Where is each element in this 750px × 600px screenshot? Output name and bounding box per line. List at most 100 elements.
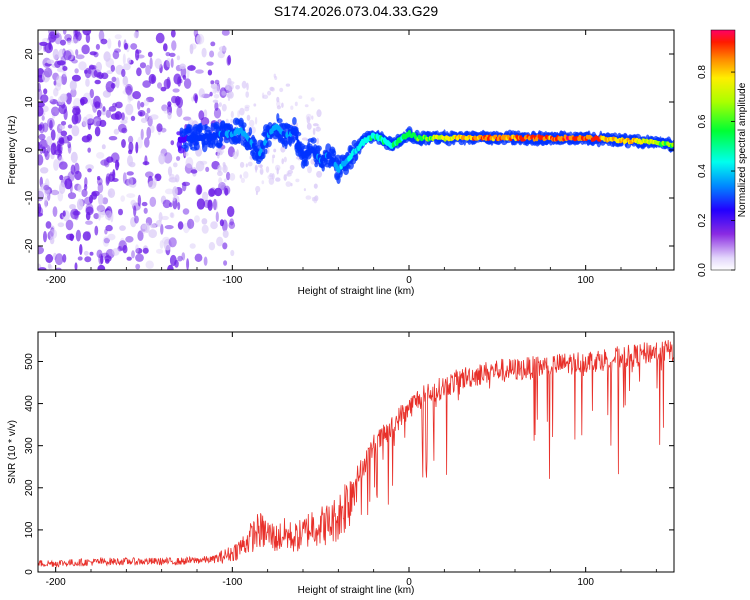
heatmap-cell [212, 198, 217, 211]
heatmap-cell [227, 85, 233, 92]
heatmap-cell [74, 162, 80, 175]
heatmap-cell [46, 136, 53, 146]
heatmap-cell [171, 40, 177, 51]
heatmap-cell [164, 225, 174, 230]
heatmap-cell [73, 33, 79, 44]
colorbar-tick-label: 0.6 [697, 114, 708, 128]
heatmap-cell [304, 159, 309, 167]
spectrogram-y-tick-label: -20 [24, 238, 35, 253]
heatmap-cell [49, 236, 55, 245]
heatmap-cell [53, 87, 59, 97]
heatmap-cell [316, 137, 320, 145]
heatmap-cell [46, 59, 55, 65]
heatmap-cell [55, 267, 62, 270]
heatmap-cell [321, 164, 325, 172]
heatmap-cell [67, 124, 73, 129]
heatmap-cell [75, 106, 80, 114]
heatmap-cell [67, 141, 72, 149]
heatmap-cell [125, 103, 134, 116]
heatmap-cell [167, 264, 174, 270]
heatmap-cell [186, 258, 190, 270]
snr-series-line [38, 339, 674, 568]
heatmap-cell [170, 140, 175, 146]
heatmap-cell [316, 109, 322, 118]
heatmap-cell [132, 91, 142, 100]
heatmap-cell [210, 221, 218, 230]
heatmap-cell [127, 57, 131, 64]
heatmap-cell [237, 110, 241, 118]
heatmap-cell [209, 91, 213, 97]
heatmap-cell [160, 86, 167, 92]
heatmap-cell [295, 178, 300, 183]
heatmap-cell [48, 30, 55, 37]
heatmap-cell [273, 148, 277, 153]
heatmap-cell [40, 94, 49, 103]
heatmap-cell [163, 78, 171, 90]
heatmap-cell [38, 133, 46, 141]
heatmap-cell [311, 115, 314, 120]
heatmap-cell [228, 221, 236, 229]
heatmap-cell [57, 95, 65, 106]
heatmap-cell [306, 116, 311, 124]
heatmap-cell [170, 212, 175, 219]
heatmap-cell [137, 136, 143, 149]
heatmap-cell [177, 76, 182, 87]
heatmap-cell [85, 78, 90, 87]
heatmap-cell [159, 240, 164, 249]
heatmap-cell [40, 183, 50, 191]
snr-x-label: Height of straight line (km) [298, 585, 415, 596]
heatmap-cell [154, 58, 162, 69]
heatmap-cell [134, 215, 139, 224]
heatmap-cell [98, 30, 105, 42]
heatmap-cell [223, 260, 228, 266]
heatmap-cell [43, 67, 53, 78]
heatmap-cell [158, 153, 166, 165]
heatmap-cell [100, 159, 109, 166]
heatmap-cell [310, 137, 317, 144]
heatmap-cell [56, 60, 66, 66]
heatmap-cell [133, 205, 137, 217]
heatmap-cell [161, 215, 169, 221]
colorbar-ticks: 0.0 0.2 0.4 0.6 0.8 [697, 65, 735, 277]
heatmap-cell [141, 201, 148, 207]
heatmap-cell [184, 142, 189, 153]
heatmap-cell [257, 164, 264, 168]
heatmap-cell [244, 104, 250, 109]
heatmap-cell [38, 124, 43, 131]
heatmap-cell [43, 184, 50, 191]
heatmap-cell [152, 177, 157, 186]
heatmap-cell [65, 219, 74, 231]
heatmap-cell [94, 126, 101, 137]
heatmap-cell [176, 156, 181, 161]
heatmap-cell [225, 118, 229, 124]
heatmap-cell [62, 210, 66, 217]
heatmap-cell [212, 86, 218, 94]
heatmap-cell [38, 212, 43, 217]
snr-x-ticks: -200 -100 0 100 [46, 332, 657, 588]
spectrogram-y-ticks: -20 -10 0 10 20 [24, 48, 674, 253]
heatmap-cell [62, 253, 67, 263]
heatmap-cell [170, 58, 174, 68]
heatmap-cell [108, 106, 117, 112]
heatmap-cell [141, 224, 147, 230]
heatmap-cell [127, 93, 132, 103]
heatmap-cell [217, 153, 220, 159]
heatmap-cell [64, 178, 73, 190]
heatmap-cell [117, 40, 121, 48]
heatmap-cell [148, 229, 157, 239]
heatmap-cell [221, 30, 230, 36]
heatmap-cell [52, 206, 58, 218]
heatmap-cell [96, 109, 102, 117]
heatmap-cell [222, 242, 228, 250]
heatmap-cell [84, 177, 88, 187]
heatmap-cell [38, 190, 44, 202]
heatmap-cell [173, 162, 178, 168]
heatmap-cell [224, 187, 229, 196]
heatmap-cell [87, 68, 92, 74]
heatmap-cell [124, 116, 128, 122]
heatmap-cell [209, 187, 217, 197]
heatmap-cell [227, 77, 232, 86]
heatmap-cell [304, 104, 309, 108]
heatmap-cell [199, 122, 203, 133]
heatmap-cell [70, 151, 78, 164]
